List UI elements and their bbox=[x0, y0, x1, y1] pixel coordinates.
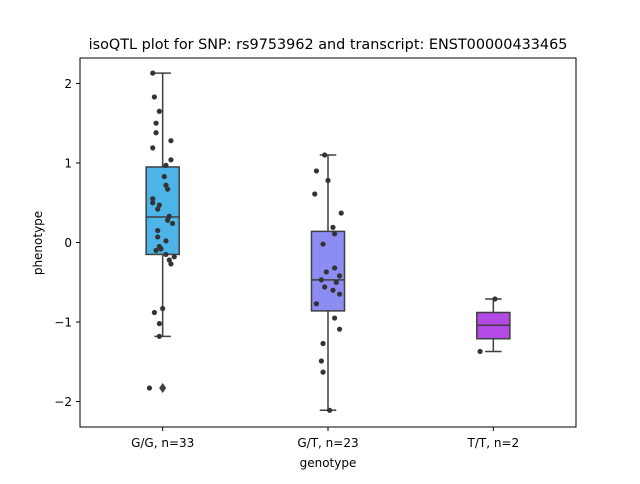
data-point bbox=[338, 210, 344, 216]
data-point bbox=[325, 177, 331, 184]
data-point bbox=[320, 241, 326, 247]
data-point bbox=[312, 191, 318, 197]
data-point bbox=[477, 348, 483, 355]
data-point bbox=[323, 269, 329, 275]
data-point bbox=[163, 238, 169, 244]
data-point bbox=[163, 182, 169, 188]
data-point bbox=[163, 162, 169, 168]
data-point bbox=[156, 108, 162, 114]
data-point bbox=[165, 186, 171, 192]
data-point bbox=[320, 369, 326, 375]
data-point bbox=[150, 200, 156, 206]
data-point bbox=[336, 326, 343, 332]
outlier-marker bbox=[159, 383, 167, 394]
plot-area bbox=[145, 70, 511, 413]
data-point bbox=[150, 145, 156, 151]
data-point bbox=[336, 273, 343, 279]
data-point bbox=[146, 385, 153, 391]
data-point bbox=[153, 120, 159, 126]
data-point bbox=[318, 277, 324, 283]
data-point bbox=[322, 152, 328, 158]
box-group bbox=[310, 152, 346, 413]
data-point bbox=[492, 296, 498, 302]
y-tick-label: 0 bbox=[64, 236, 72, 250]
x-axis-label: genotype bbox=[300, 456, 357, 470]
x-tick-label: G/T, n=23 bbox=[297, 436, 358, 450]
x-tick-label: G/G, n=33 bbox=[131, 436, 194, 450]
data-point bbox=[168, 157, 174, 163]
iqr-box bbox=[145, 166, 180, 256]
data-point bbox=[168, 261, 174, 267]
data-point bbox=[330, 287, 336, 293]
axis-ticks: G/G, n=33 G/T, n=23 T/T, n=2 −2 −1 0 1 2 bbox=[54, 77, 519, 450]
data-point bbox=[158, 246, 164, 252]
data-point bbox=[168, 138, 174, 144]
data-point bbox=[153, 247, 159, 254]
data-point bbox=[313, 301, 320, 307]
y-tick-label: 2 bbox=[64, 77, 72, 91]
y-tick-label: −2 bbox=[54, 395, 72, 409]
data-point bbox=[327, 407, 333, 413]
data-point bbox=[313, 168, 320, 174]
data-point bbox=[150, 196, 156, 202]
data-point bbox=[318, 358, 324, 364]
box-group bbox=[145, 70, 180, 394]
data-point bbox=[320, 340, 326, 347]
data-point bbox=[332, 315, 338, 321]
y-axis-label: phenotype bbox=[31, 211, 45, 275]
data-point bbox=[155, 234, 161, 240]
x-tick-label: T/T, n=2 bbox=[467, 436, 520, 450]
y-tick-label: 1 bbox=[64, 156, 72, 170]
data-point bbox=[155, 227, 161, 234]
data-point bbox=[151, 309, 157, 316]
data-point bbox=[156, 321, 162, 327]
data-point bbox=[166, 257, 172, 263]
data-point bbox=[332, 231, 338, 237]
data-point bbox=[155, 206, 161, 212]
data-point bbox=[171, 254, 177, 260]
data-point bbox=[163, 251, 169, 258]
data-point bbox=[322, 284, 328, 290]
data-point bbox=[165, 217, 171, 223]
data-point bbox=[156, 202, 162, 208]
data-point bbox=[333, 279, 339, 285]
data-point bbox=[332, 265, 338, 271]
data-point bbox=[150, 70, 156, 76]
data-point bbox=[160, 305, 166, 312]
data-point bbox=[169, 220, 176, 227]
y-tick-label: −1 bbox=[54, 316, 72, 330]
data-point bbox=[166, 213, 172, 219]
chart-title: isoQTL plot for SNP: rs9753962 and trans… bbox=[89, 37, 568, 53]
data-point bbox=[336, 291, 343, 297]
box-group bbox=[476, 296, 511, 355]
data-point bbox=[161, 173, 167, 180]
data-point bbox=[151, 94, 157, 100]
data-point bbox=[153, 130, 159, 136]
data-point bbox=[156, 333, 162, 339]
data-point bbox=[330, 224, 336, 230]
